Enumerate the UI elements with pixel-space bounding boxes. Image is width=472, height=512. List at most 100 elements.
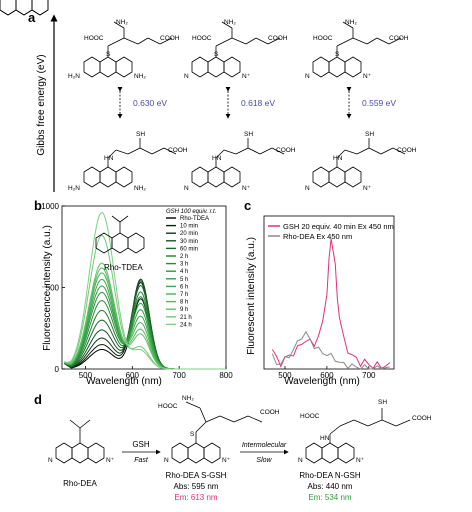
atom-hooc: HOOC xyxy=(158,403,178,410)
legend-label: 30 min xyxy=(180,239,198,245)
atom-cooh: COOH xyxy=(168,147,188,154)
y-tick-label: 500 xyxy=(46,284,60,293)
compound-rho-dea-s-gsh: Rho-DEA S-GSH xyxy=(166,471,227,480)
spectrum-line xyxy=(271,238,391,370)
abs-s-gsh: Abs: 595 nm xyxy=(174,482,219,491)
atom-nplus: N⁺ xyxy=(242,73,251,80)
atom-cooh: COOH xyxy=(160,35,180,42)
reagent-gsh: GSH xyxy=(132,440,150,449)
atom-cooh: COOH xyxy=(260,409,280,416)
em-s-gsh: Em: 613 nm xyxy=(174,493,217,502)
panel-a-label: a xyxy=(28,10,36,25)
atom-h2n: H₂N xyxy=(68,73,80,80)
atom-nh2: NH₂ xyxy=(182,395,194,402)
rho-dea-structure xyxy=(55,419,105,464)
plot-c-series xyxy=(271,238,391,370)
atom-nplus: N⁺ xyxy=(363,185,372,192)
xanthene-n-structure xyxy=(0,0,49,16)
atom-nh2: NH₂ xyxy=(224,19,236,26)
atom-s: S xyxy=(214,51,219,58)
panel-b-ylabel: Fluorescence intensity (a.u.) xyxy=(42,225,53,351)
legend-label: 24 h xyxy=(180,322,192,328)
atom-sh: SH xyxy=(244,131,253,138)
abs-n-gsh: Abs: 440 nm xyxy=(308,482,353,491)
legend-c-label: GSH 20 equiv. 40 min Ex 450 nm xyxy=(283,222,394,231)
spectrum-line xyxy=(64,284,226,370)
legend-label: 9 h xyxy=(180,307,188,313)
atom-nh2: NH₂ xyxy=(134,185,146,192)
legend-label: 8 h xyxy=(180,300,188,306)
atom-nh2: NH₂ xyxy=(134,73,146,80)
legend-label: 7 h xyxy=(180,292,188,298)
x-tick-label: 600 xyxy=(320,371,334,380)
atom-nplus: N⁺ xyxy=(106,457,115,464)
energy-gap-1: 0.630 eV xyxy=(117,87,167,119)
atom-h2n: H₂N xyxy=(68,185,80,192)
atom-n: N xyxy=(184,73,189,80)
panel-c-label: c xyxy=(244,198,251,213)
rate-slow: Slow xyxy=(256,457,272,464)
panel-a: a Gibbs free energy (eV) 0.630 eV 0.618 … xyxy=(0,0,417,192)
atom-n: N xyxy=(305,73,310,80)
atom-cooh: COOH xyxy=(412,415,432,422)
atom-cooh: COOH xyxy=(268,35,288,42)
atom-sh: SH xyxy=(136,131,145,138)
legend-label: 60 min xyxy=(180,246,198,252)
panel-b: b Fluorescence intensity (a.u.) Waveleng… xyxy=(34,198,233,387)
panel-c-ylabel: Fluorescent intensity (a.u.) xyxy=(246,237,257,355)
rate-intermolecular: Intermolecular xyxy=(242,442,287,449)
energy-axis-label: Gibbs free energy (eV) xyxy=(36,54,47,155)
energy-gap-value: 0.559 eV xyxy=(362,98,396,108)
atom-sh: SH xyxy=(378,399,387,406)
x-tick-label: 500 xyxy=(278,371,292,380)
y-tick-label: 1000 xyxy=(41,202,59,211)
atom-hooc: HOOC xyxy=(300,413,320,420)
atom-hn: HN xyxy=(104,155,114,162)
legend-label: 6 h xyxy=(180,284,188,290)
atom-hooc: HOOC xyxy=(313,35,333,42)
legend-label: 5 h xyxy=(180,277,188,283)
atom-cooh: COOH xyxy=(397,147,417,154)
legend-label: Rho-TDEA xyxy=(180,216,209,222)
atom-cooh: COOH xyxy=(389,35,409,42)
spectrum-line xyxy=(271,330,390,370)
energy-gap-value: 0.618 eV xyxy=(241,98,275,108)
panel-c: c Fluorescent intensity (a.u.) Wavelengt… xyxy=(244,198,395,387)
legend-label: 21 h xyxy=(180,315,192,321)
plot-b-series xyxy=(64,212,226,370)
plot-c-frame xyxy=(263,215,395,370)
x-tick-label: 700 xyxy=(172,371,186,380)
atom-nplus: N⁺ xyxy=(363,73,372,80)
rho-dea-s-gsh-structure xyxy=(171,401,263,464)
atom-hn: HN xyxy=(333,155,343,162)
spectrum-line xyxy=(64,212,226,370)
x-tick-label: 700 xyxy=(362,371,376,380)
legend-label: 10 min xyxy=(180,224,198,230)
legend-label: 4 h xyxy=(180,269,188,275)
atom-n: N xyxy=(184,185,189,192)
atom-hooc: HOOC xyxy=(192,35,212,42)
x-tick-label: 800 xyxy=(219,371,233,380)
legend-c-label: Rho-DEA Ex 450 nm xyxy=(283,232,352,241)
energy-gap-value: 0.630 eV xyxy=(133,98,167,108)
compound-rho-dea: Rho-DEA xyxy=(63,479,97,488)
atom-n: N xyxy=(48,457,53,464)
atom-nh2: NH₂ xyxy=(116,19,128,26)
atom-hn: HN xyxy=(320,435,330,442)
atom-n: N xyxy=(298,457,303,464)
legend-label: 2 h xyxy=(180,254,188,260)
em-n-gsh: Em: 534 nm xyxy=(308,493,351,502)
atom-nplus: N⁺ xyxy=(222,457,231,464)
atom-hn: HN xyxy=(212,155,222,162)
x-tick-label: 500 xyxy=(79,371,93,380)
atom-s: S xyxy=(190,431,195,438)
atom-s: S xyxy=(106,51,111,58)
atom-n: N xyxy=(305,185,310,192)
legend-b-title: GSH 100 equiv. r.t. xyxy=(166,209,216,215)
y-tick-label: 0 xyxy=(55,365,60,374)
atom-nplus: N⁺ xyxy=(242,185,251,192)
panel-d: d N N⁺ Rho-DEA GSH Fast S xyxy=(34,392,432,502)
panel-b-label: b xyxy=(34,198,42,213)
